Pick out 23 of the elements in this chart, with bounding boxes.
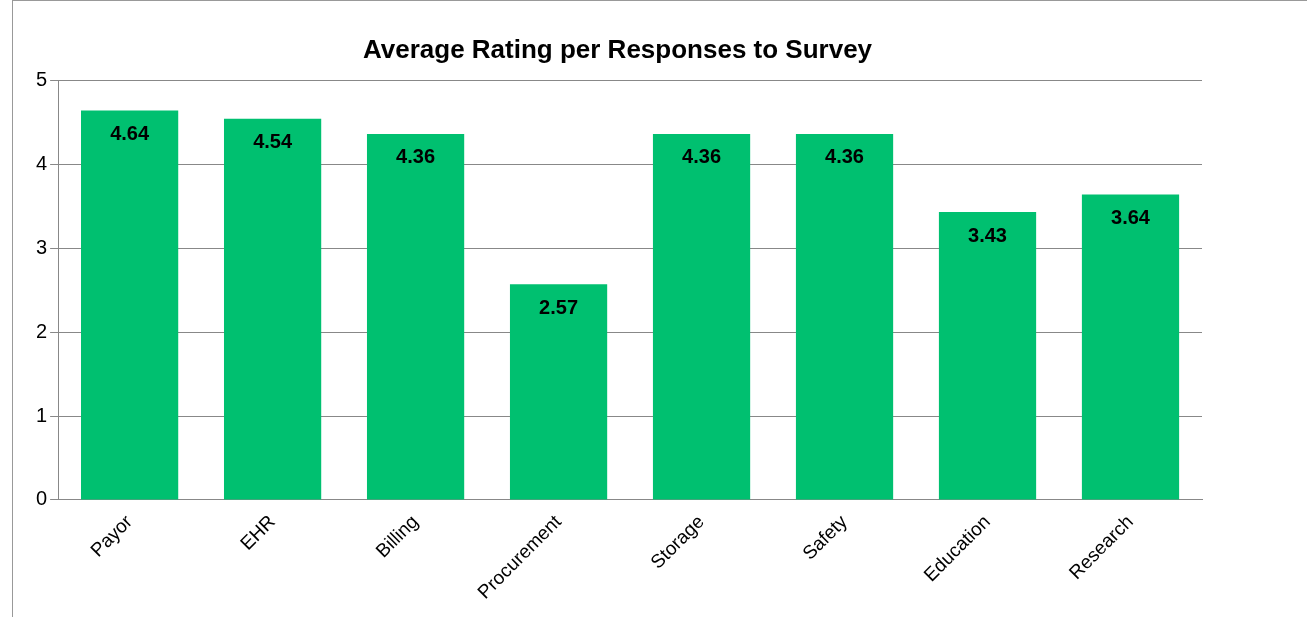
data-label: 4.54 bbox=[253, 130, 293, 153]
y-tick-label: 0 bbox=[36, 487, 48, 510]
data-label: 2.57 bbox=[539, 295, 579, 318]
chart-title: Average Rating per Responses to Survey bbox=[362, 33, 873, 64]
data-label: 4.36 bbox=[682, 145, 722, 168]
y-tick-label: 4 bbox=[36, 151, 48, 174]
data-label: 3.64 bbox=[1111, 205, 1151, 228]
bar bbox=[223, 118, 322, 500]
bar bbox=[509, 284, 608, 500]
data-label: 4.36 bbox=[825, 145, 865, 168]
bar bbox=[652, 133, 751, 500]
data-label: 3.43 bbox=[968, 223, 1007, 246]
bar bbox=[1081, 194, 1180, 500]
data-label: 4.36 bbox=[396, 145, 436, 168]
y-tick-label: 3 bbox=[36, 235, 48, 258]
bar bbox=[366, 133, 465, 500]
y-tick-label: 2 bbox=[36, 319, 48, 342]
bar bbox=[81, 110, 179, 500]
bar bbox=[938, 212, 1037, 500]
data-label: 4.64 bbox=[110, 121, 150, 144]
y-tick-label: 1 bbox=[36, 403, 48, 426]
y-tick-label: 5 bbox=[36, 67, 48, 90]
bar bbox=[795, 133, 894, 500]
